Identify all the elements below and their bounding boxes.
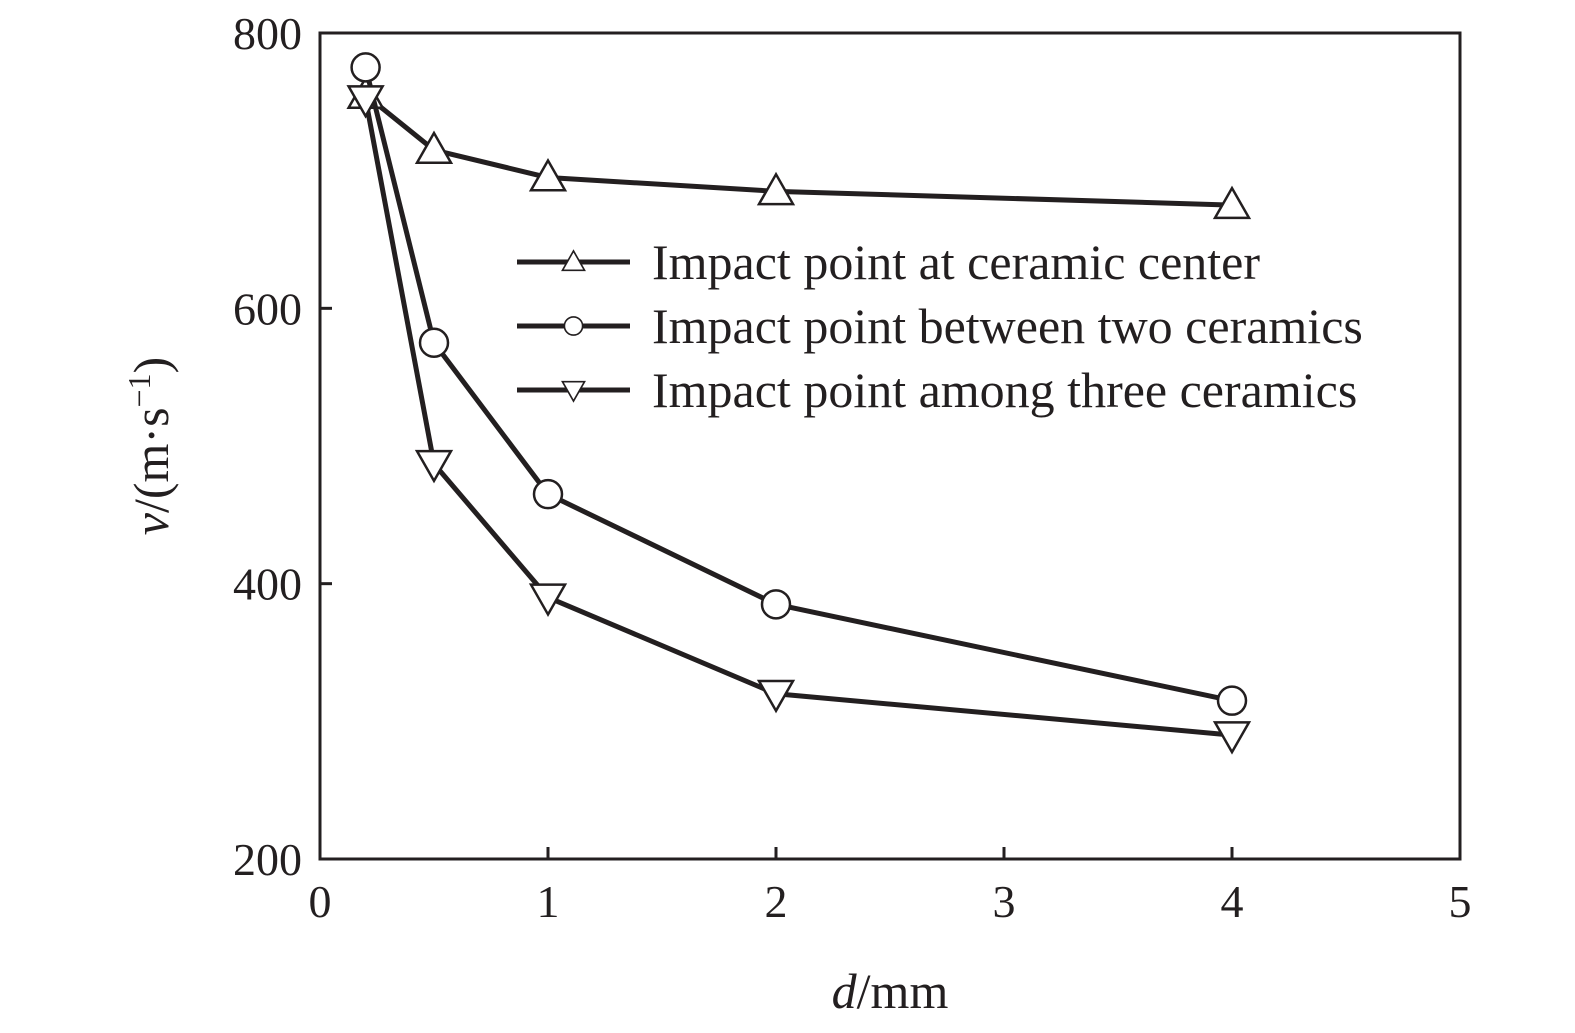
series-1	[346, 75, 1252, 220]
data-point-marker	[760, 589, 792, 620]
x-axis-var: d	[832, 963, 858, 1019]
series-line	[364, 93, 1233, 208]
x-tick-label: 3	[993, 876, 1016, 927]
series-2	[350, 52, 1248, 716]
legend-marker	[561, 249, 586, 272]
data-point-marker	[414, 130, 454, 165]
legend-label: Impact point among three ceramics	[652, 362, 1357, 418]
plot-frame	[318, 31, 1462, 861]
data-point-marker	[532, 478, 564, 510]
x-axis-ticks: 0 1 2 3 4 5	[309, 847, 1472, 927]
data-point-marker	[528, 158, 568, 192]
y-tick-label: 200	[233, 834, 302, 885]
legend-label: Impact point at ceramic center	[652, 234, 1260, 290]
data-point-marker	[346, 85, 385, 119]
legend-marker	[563, 316, 584, 336]
y-axis-unit-exponent: −1	[121, 373, 157, 407]
y-tick-label: 800	[233, 8, 302, 59]
x-tick-label: 5	[1449, 876, 1472, 927]
y-axis-unit-close: )	[123, 357, 179, 374]
data-point-marker	[1212, 721, 1252, 755]
data-point-marker	[528, 583, 568, 617]
y-axis-unit: /(m·s	[123, 407, 179, 513]
data-point-marker	[1212, 185, 1252, 220]
legend-item: Impact point at ceramic center	[517, 234, 1260, 290]
data-point-marker	[756, 171, 796, 206]
series-layer	[346, 52, 1252, 755]
y-tick-label: 400	[233, 559, 302, 610]
y-axis-var: v	[123, 512, 179, 535]
y-tick-label: 600	[233, 283, 302, 334]
x-tick-label: 0	[309, 876, 332, 927]
data-point-marker	[756, 679, 796, 714]
data-point-marker	[1216, 685, 1248, 716]
legend-item: Impact point between two ceramics	[517, 298, 1363, 354]
x-tick-label: 1	[537, 876, 560, 927]
data-point-marker	[414, 449, 454, 484]
x-tick-label: 2	[765, 876, 788, 927]
data-point-marker	[418, 327, 450, 358]
data-point-marker	[350, 52, 381, 83]
x-axis-title: d/mm	[832, 963, 949, 1019]
legend-item: Impact point among three ceramics	[517, 362, 1357, 418]
x-axis-unit: /mm	[857, 963, 949, 1019]
x-tick-label: 4	[1221, 876, 1244, 927]
legend: Impact point at ceramic center Impact poi…	[517, 234, 1363, 418]
legend-label: Impact point between two ceramics	[652, 298, 1363, 354]
y-axis-title: v/(m·s−1)	[121, 357, 179, 535]
series-3	[346, 85, 1252, 755]
legend-marker	[561, 380, 586, 403]
y-axis-ticks: 200 400 600 800	[233, 8, 332, 885]
